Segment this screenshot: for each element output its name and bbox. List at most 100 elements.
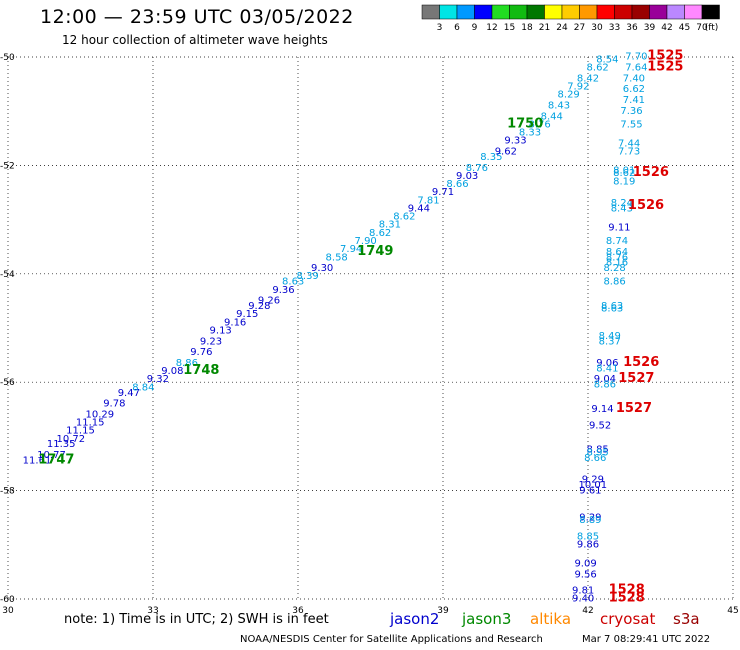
wave-height-label: 11.35: [47, 439, 76, 450]
x-tick-label: 36: [292, 606, 304, 616]
x-tick-label: 42: [582, 606, 593, 616]
x-tick-label: 33: [147, 606, 158, 616]
wave-height-label: 9.09: [574, 558, 596, 569]
footer-credit: NOAA/NESDIS Center for Satellite Applica…: [240, 634, 543, 645]
wave-height-label: 7.55: [620, 119, 642, 130]
color-scale-swatch: [649, 4, 668, 20]
wave-height-label: 9.40: [572, 594, 594, 605]
color-scale-label: 18: [521, 23, 533, 33]
wave-height-label: 8.63: [601, 304, 623, 315]
color-scale-swatch: [509, 4, 528, 20]
plot-grid: [7, 56, 734, 600]
color-scale-label: 24: [556, 23, 568, 33]
wave-height-label: 8.66: [584, 453, 606, 464]
wave-height-label: 8.49: [599, 331, 621, 342]
legend-s3a: s3a: [673, 610, 700, 628]
wave-height-label: 9.08: [161, 366, 183, 377]
pass-time-label: 1527: [618, 371, 654, 386]
x-tick-label: 39: [437, 606, 449, 616]
color-scale-swatch: [596, 4, 615, 20]
color-scale-swatch: [701, 4, 720, 20]
color-scale-label: 6: [454, 23, 460, 33]
wave-height-label: 8.43: [611, 203, 633, 214]
wave-height-label: 7.70: [625, 52, 647, 63]
pass-time-label: 1528: [609, 583, 645, 598]
wave-height-label: 9.61: [579, 485, 601, 496]
color-scale-swatch: [491, 4, 510, 20]
legend-jason3: jason3: [462, 610, 512, 628]
color-scale-label: 30: [591, 23, 603, 33]
wave-height-label: 9.13: [210, 325, 232, 336]
wave-height-label: 8.76: [466, 163, 488, 174]
wave-height-label: 9.26: [258, 296, 280, 307]
wave-height-label: 8.85: [587, 445, 609, 456]
wave-height-label: 8.89: [579, 515, 601, 526]
wave-height-label: 8.62: [587, 63, 609, 74]
wave-height-label: 7.41: [623, 95, 645, 106]
color-scale-label: 45: [679, 23, 690, 33]
wave-height-label: 10.72: [57, 434, 86, 445]
pass-time-label: 1750: [507, 116, 543, 131]
wave-height-label: 9.23: [200, 336, 222, 347]
chart-title: 12:00 — 23:59 UTC 03/05/2022: [40, 6, 354, 28]
color-scale-swatch: [456, 4, 475, 20]
pass-time-label: 1749: [357, 244, 393, 259]
pass-time-label: 1525: [647, 60, 683, 75]
wave-height-label: 8.62: [369, 228, 391, 239]
wave-height-label: 9.29: [579, 512, 601, 523]
wave-height-label: 8.19: [613, 176, 635, 187]
wave-height-label: 11.15: [66, 426, 95, 437]
wave-height-label: 7.44: [618, 138, 640, 149]
wave-height-label: 9.47: [118, 388, 140, 399]
wave-height-label: 9.16: [224, 317, 246, 328]
wave-height-label: 9.15: [236, 309, 258, 320]
wave-height-label: 8.54: [596, 54, 618, 65]
color-scale-label: 12: [486, 23, 497, 33]
pass-time-label: 1747: [38, 453, 74, 468]
y-tick-label: -50: [0, 53, 15, 63]
wave-height-label: 8.95: [587, 447, 609, 458]
wave-height-label: 9.14: [591, 404, 613, 415]
color-scale-swatch: [474, 4, 493, 20]
pass-time-label: 1527: [616, 401, 652, 416]
wave-height-label: 7.36: [620, 106, 642, 117]
wave-height-label: 8.37: [599, 336, 621, 347]
wave-height-label: 7.81: [417, 195, 439, 206]
color-scale-swatch: [544, 4, 563, 20]
y-tick-label: -56: [0, 378, 15, 388]
wave-height-label: 9.76: [190, 347, 212, 358]
wave-height-label: 9.11: [608, 222, 630, 233]
color-scale-swatch: [631, 4, 650, 20]
wave-height-label: 8.44: [541, 111, 563, 122]
wave-height-label: 9.81: [572, 586, 594, 597]
wave-height-label: 9.36: [272, 285, 294, 296]
wave-height-label: 9.52: [589, 420, 611, 431]
wave-height-label: 9.29: [582, 474, 604, 485]
wave-height-label: 8.16: [606, 258, 628, 269]
wave-height-label: 9.56: [574, 569, 596, 580]
chart-subtitle: 12 hour collection of altimeter wave hei…: [62, 33, 328, 47]
wave-height-label: 8.42: [577, 73, 599, 84]
wave-height-label: 8.01: [613, 166, 635, 177]
wave-height-label: 10.77: [37, 450, 66, 461]
color-scale-label: 21: [539, 23, 550, 33]
color-scale-label: (ft): [705, 23, 719, 33]
color-scale-label: 3: [437, 23, 443, 33]
color-scale-label: 33: [609, 23, 620, 33]
wave-height-label: 7.94: [340, 244, 362, 255]
footer-timestamp: Mar 7 08:29:41 UTC 2022: [582, 634, 711, 645]
wave-height-label: 8.43: [548, 100, 570, 111]
legend-jason2: jason2: [390, 610, 440, 628]
color-scale-swatch: [666, 4, 685, 20]
y-tick-label: -52: [0, 161, 15, 171]
plot-axes: 30 33 36 39 42 45 -50 -52 -54 -56 -58 -60: [0, 53, 739, 616]
color-scale-swatch: [439, 4, 458, 20]
wave-height-label: 9.06: [596, 358, 618, 369]
wave-height-label: 9.44: [408, 203, 430, 214]
wave-height-label: 8.62: [393, 212, 415, 223]
color-scale-swatch: [579, 4, 598, 20]
color-scale-swatch: [421, 4, 440, 20]
wave-height-label: 8.74: [606, 236, 628, 247]
wave-height-label: 8.86: [603, 277, 625, 288]
wave-height-label: 8.63: [282, 277, 304, 288]
